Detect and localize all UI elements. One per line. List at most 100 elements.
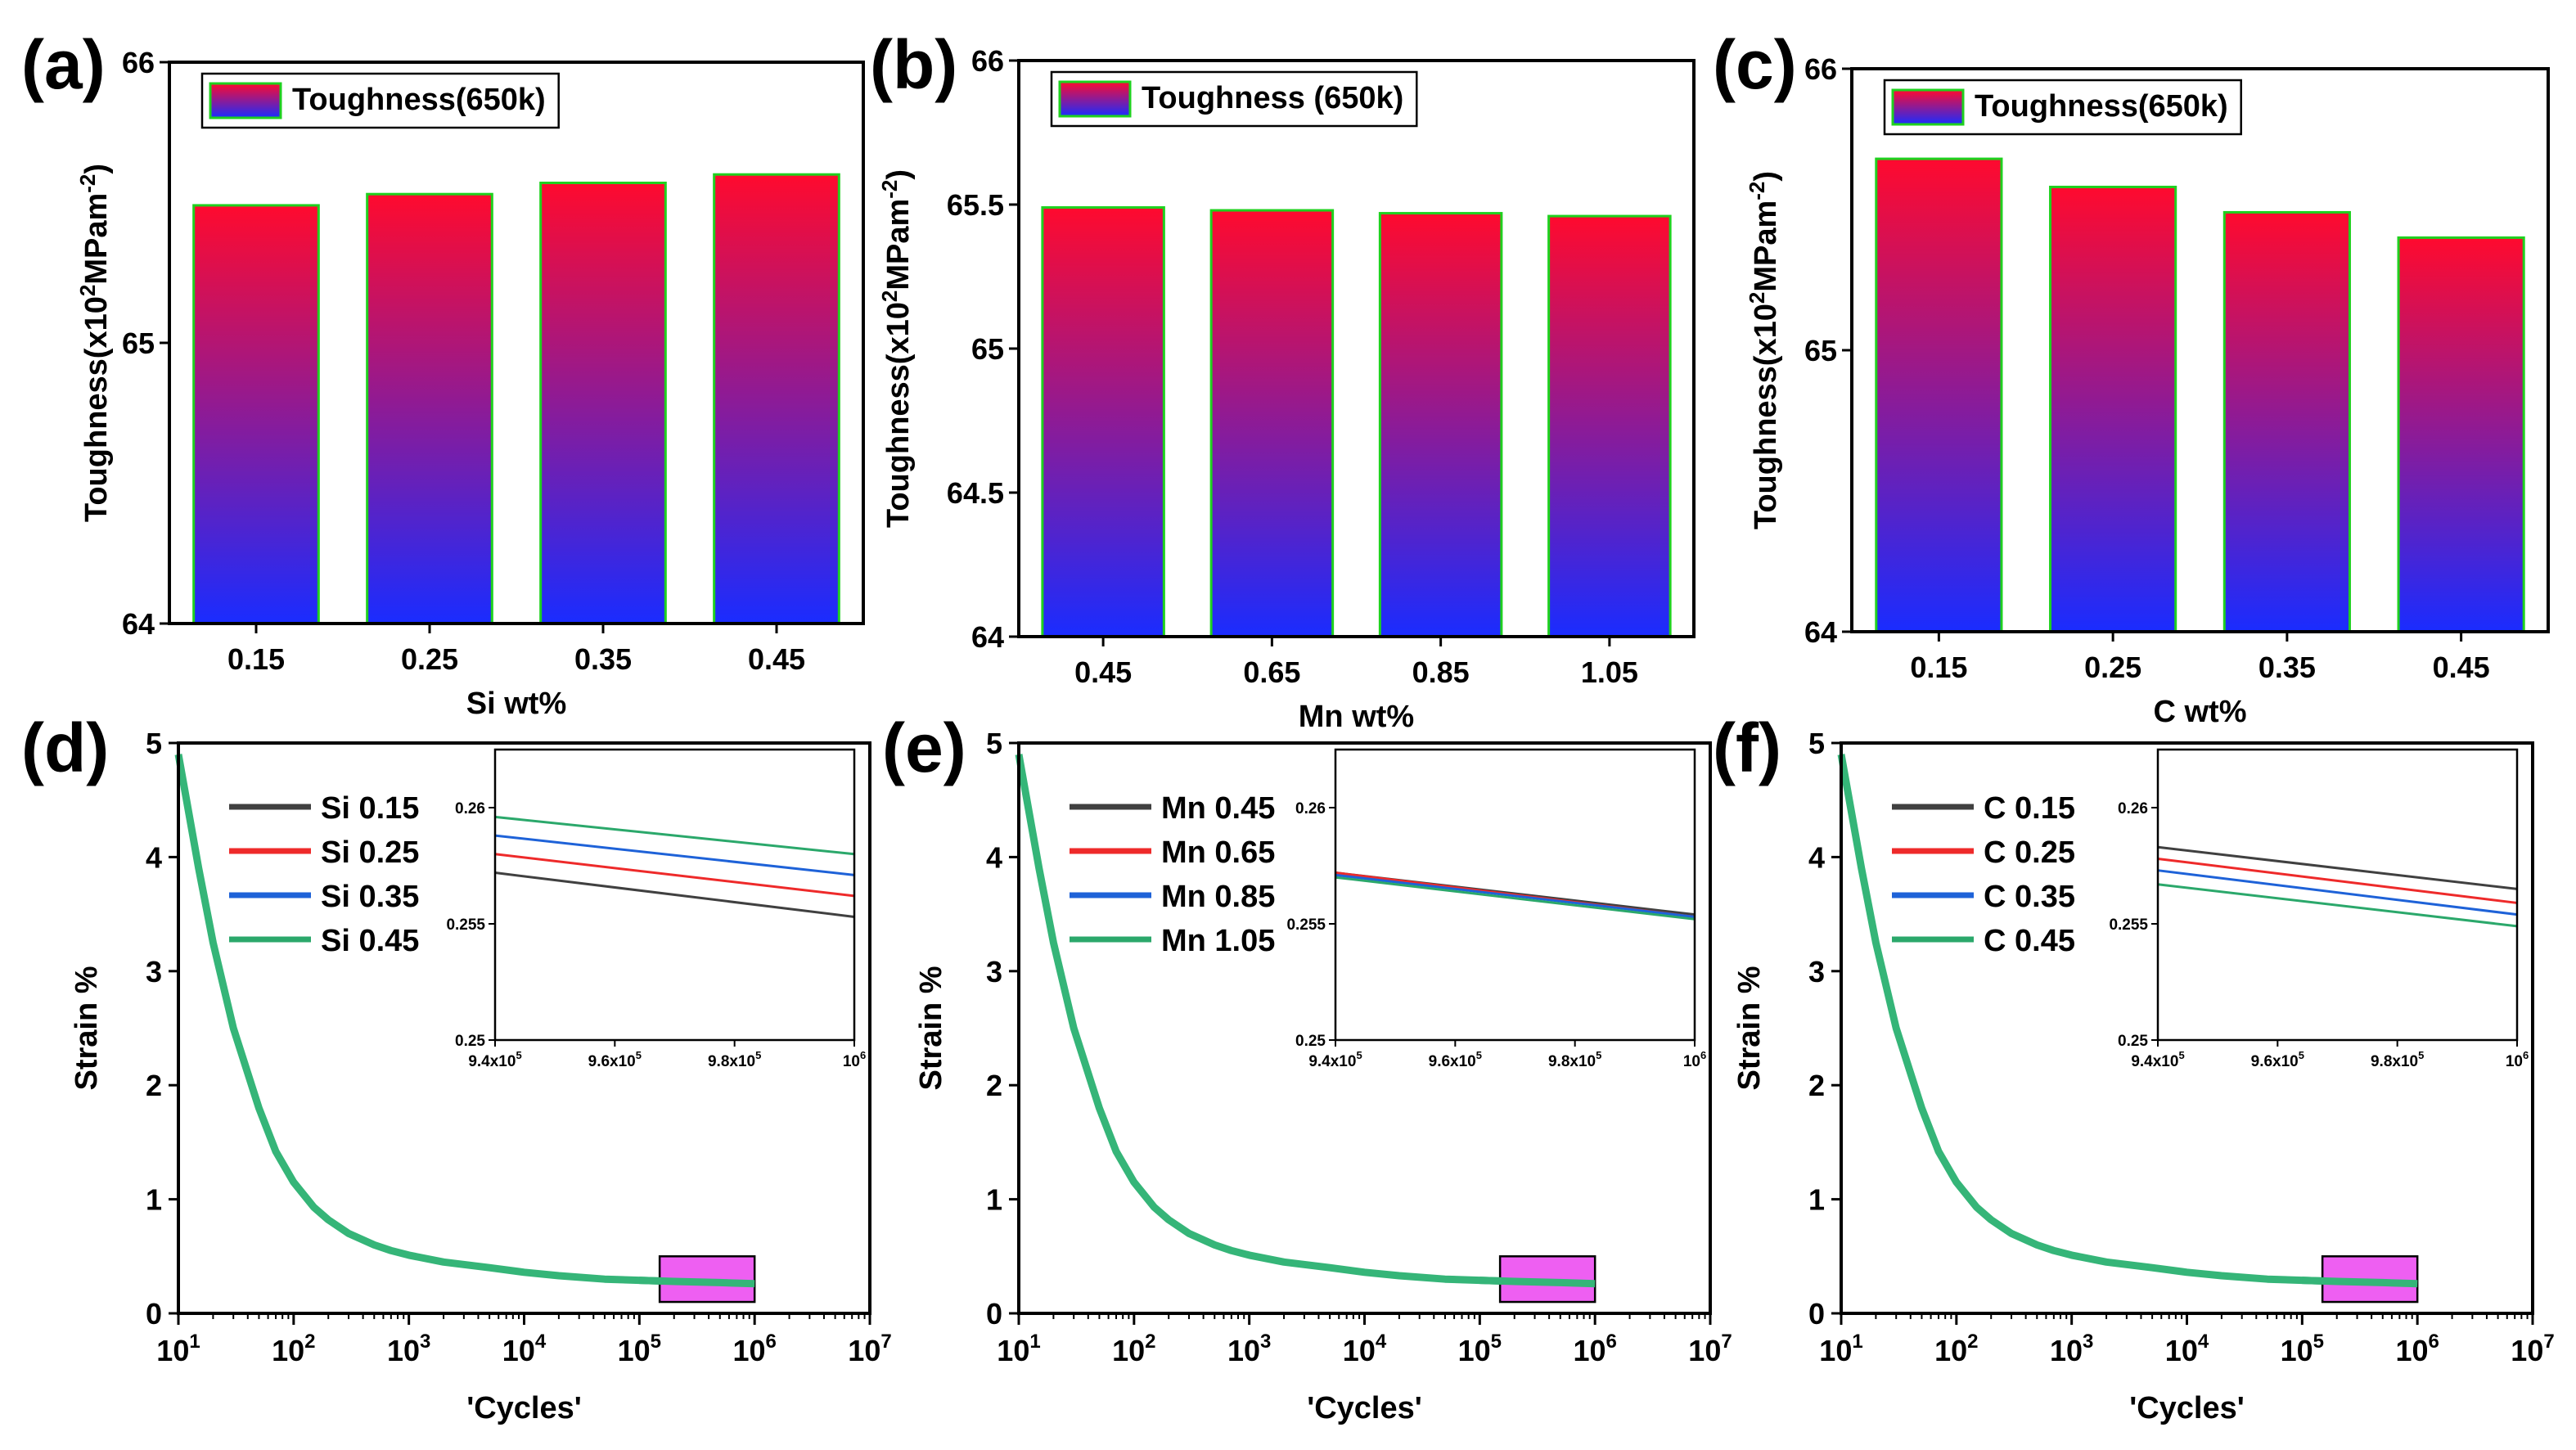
x-tick-label: 106 [2395, 1331, 2439, 1367]
legend-label: C 0.25 [1984, 835, 2075, 870]
inset-x-tick-label: 9.4x105 [468, 1049, 521, 1070]
inset-series-line [494, 853, 855, 898]
x-tick-label: 106 [732, 1331, 776, 1367]
legend-label: Mn 1.05 [1161, 924, 1275, 958]
legend-swatch [1058, 80, 1132, 118]
x-tick-label: 107 [848, 1331, 891, 1367]
y-axis-label: Strain % [70, 966, 104, 1090]
legend-label: Si 0.45 [321, 924, 419, 958]
inset-y-tick-label: 0.26 [455, 800, 485, 817]
x-tick-label: 105 [618, 1331, 661, 1367]
chart-a: (a) 0.15 0.25 0.35 0.45 64 65 66 Si wt% Toughness… [21, 26, 865, 721]
x-tick-label: 102 [272, 1331, 315, 1367]
strain-curve-tail [1479, 1277, 1596, 1288]
x-axis-label: C wt% [2154, 695, 2247, 729]
x-tick-label: 105 [2281, 1331, 2324, 1367]
x-tick-label: 0.65 [1243, 655, 1300, 689]
y-tick-label: 2 [1808, 1069, 1825, 1102]
inset-series-line [2157, 845, 2518, 890]
y-axis-label: Strain % [914, 966, 948, 1090]
inset-y-tick-label: 0.25 [2118, 1033, 2148, 1050]
legend-label: C 0.35 [1984, 880, 2075, 914]
y-tick-label: 1 [146, 1183, 162, 1217]
y-tick-label: 4 [1808, 840, 1825, 874]
x-tick-label: 104 [502, 1331, 547, 1367]
x-tick-label: 0.25 [401, 642, 458, 676]
inset-y-tick-label: 0.255 [1286, 916, 1326, 934]
inset-y-tick-label: 0.26 [1295, 800, 1326, 817]
y-tick-label: 64 [1804, 615, 1837, 649]
x-tick-label: 103 [1227, 1331, 1271, 1367]
x-tick-label: 102 [1934, 1331, 1978, 1367]
legend-label: Si 0.35 [321, 880, 419, 914]
legend-label: Mn 0.45 [1161, 791, 1275, 826]
inset-x-tick-label: 9.6x105 [1429, 1049, 1482, 1070]
bar [2397, 236, 2525, 633]
inset-x-tick-label: 9.4x105 [2131, 1049, 2184, 1070]
bar [1547, 214, 1672, 638]
strain-curve-tail [639, 1277, 755, 1288]
panel-label: (a) [21, 26, 106, 103]
chart-c: (c) 0.15 0.25 0.35 0.45 64 65 66 C wt% Toughness(… [1713, 26, 2550, 729]
x-tick-label: 103 [387, 1331, 430, 1367]
y-tick-label: 65 [971, 332, 1004, 366]
y-axis-label: Toughness(x102MPam-2) [877, 169, 916, 528]
x-tick-label: 104 [1343, 1331, 1387, 1367]
legend-label: Toughness(650k) [292, 83, 546, 117]
legend-label: Si 0.25 [321, 835, 419, 870]
x-tick-label: 101 [997, 1331, 1040, 1367]
y-axis-label: Toughness(x102MPam-2) [1745, 171, 1783, 529]
inset-x-tick-label: 9.6x105 [2251, 1049, 2304, 1070]
x-tick-label: 0.85 [1412, 655, 1470, 689]
y-tick-label: 64 [122, 607, 155, 641]
y-tick-label: 0 [146, 1297, 162, 1331]
legend-label: Si 0.15 [321, 791, 419, 826]
inset-x-tick-label: 9.4x105 [1308, 1049, 1362, 1070]
inset-x-tick-label: 9.8x105 [708, 1049, 761, 1070]
bar [366, 192, 493, 625]
panel-label: (b) [870, 26, 957, 103]
legend-swatch [209, 82, 282, 119]
y-tick-label: 4 [986, 840, 1002, 874]
y-tick-label: 3 [146, 955, 162, 988]
inset-series-line [494, 834, 855, 876]
y-tick-label: 64.5 [947, 476, 1004, 510]
legend-frame [200, 72, 560, 129]
chart-e: (e) 0 1 2 3 4 5 101 102 103 104 105 106 107 'Cycles' St… [882, 709, 1732, 1425]
inset-y-tick-label: 0.25 [455, 1033, 485, 1050]
inset-x-tick-label: 106 [1683, 1049, 1706, 1070]
panel-label: (d) [21, 709, 109, 786]
inset-x-tick-label: 106 [2506, 1049, 2529, 1070]
y-tick-label: 4 [146, 840, 162, 874]
y-tick-label: 5 [146, 727, 162, 760]
y-tick-label: 0 [1808, 1297, 1825, 1331]
bar [192, 204, 320, 625]
legend: Toughness(650k) [200, 72, 560, 129]
bar [713, 173, 840, 625]
y-tick-label: 65 [122, 326, 155, 360]
bar [1041, 206, 1165, 638]
bar [1378, 212, 1503, 638]
y-tick-label: 5 [986, 727, 1002, 760]
legend-label: Mn 0.65 [1161, 835, 1275, 870]
y-tick-label: 3 [1808, 955, 1825, 988]
inset-y-tick-label: 0.26 [2118, 800, 2148, 817]
legend-swatch [1891, 88, 1965, 126]
bar [2049, 185, 2177, 633]
x-axis-label: 'Cycles' [1307, 1391, 1422, 1425]
panel-label: (f) [1713, 709, 1781, 786]
legend: Toughness(650k) [1883, 79, 2242, 136]
inset: 0.25 0.255 0.26 9.4x105 9.6x105 9.8x105 106 [2109, 748, 2529, 1070]
y-tick-label: 66 [971, 44, 1004, 78]
legend: Toughness (650k) [1050, 70, 1418, 128]
y-tick-label: 1 [986, 1183, 1002, 1217]
x-tick-label: 0.35 [574, 642, 632, 676]
legend-label: C 0.15 [1984, 791, 2075, 826]
x-tick-label: 0.45 [1074, 655, 1132, 689]
y-tick-label: 2 [986, 1069, 1002, 1102]
y-tick-label: 64 [971, 620, 1004, 654]
bar [1875, 157, 2003, 633]
y-axis-label: Toughness(x102MPam-2) [75, 164, 114, 522]
inset-series-line [2157, 869, 2518, 916]
